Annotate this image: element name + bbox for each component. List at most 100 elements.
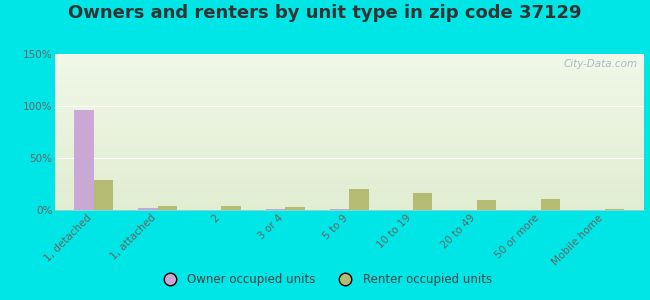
Bar <box>30 78 650 79</box>
Bar <box>30 171 650 172</box>
Bar <box>30 80 650 81</box>
Bar <box>285 207 305 210</box>
Bar <box>30 81 650 82</box>
Bar <box>30 83 650 84</box>
Bar <box>30 176 650 177</box>
Bar <box>30 169 650 170</box>
Bar <box>30 169 650 170</box>
Bar <box>30 56 650 57</box>
Bar <box>350 189 369 210</box>
Bar <box>30 55 650 56</box>
Bar <box>30 74 650 75</box>
Bar <box>30 137 650 138</box>
Bar <box>30 77 650 78</box>
Bar <box>30 152 650 153</box>
Bar <box>30 165 650 166</box>
Bar <box>30 161 650 162</box>
Bar <box>30 181 650 182</box>
Bar <box>30 192 650 193</box>
Bar <box>94 180 113 210</box>
Bar <box>30 119 650 120</box>
Bar <box>30 151 650 152</box>
Bar <box>138 208 157 210</box>
Bar <box>30 105 650 106</box>
Bar <box>30 157 650 158</box>
Bar <box>30 145 650 146</box>
Bar <box>30 69 650 70</box>
Bar <box>30 96 650 97</box>
Bar <box>30 159 650 160</box>
Bar <box>30 58 650 59</box>
Bar <box>157 206 177 210</box>
Bar <box>266 209 285 210</box>
Bar <box>30 177 650 178</box>
Bar <box>30 94 650 95</box>
Bar <box>30 126 650 127</box>
Bar <box>30 118 650 119</box>
Bar <box>30 138 650 139</box>
Bar <box>30 184 650 185</box>
Bar <box>30 196 650 197</box>
Bar <box>30 164 650 165</box>
Bar <box>30 130 650 131</box>
Bar <box>30 156 650 157</box>
Bar <box>30 150 650 151</box>
Bar <box>30 71 650 72</box>
Bar <box>30 116 650 117</box>
Bar <box>30 79 650 80</box>
Bar <box>30 100 650 101</box>
Bar <box>30 128 650 129</box>
Bar <box>30 75 650 76</box>
Bar <box>30 188 650 189</box>
Bar <box>30 99 650 100</box>
Bar <box>222 206 240 210</box>
Bar <box>30 93 650 94</box>
Bar <box>30 84 650 85</box>
Bar <box>30 197 650 198</box>
Bar <box>30 115 650 116</box>
Bar <box>30 82 650 83</box>
Bar <box>30 183 650 184</box>
Bar <box>330 209 350 210</box>
Bar <box>30 91 650 92</box>
Bar <box>30 182 650 183</box>
Bar <box>30 85 650 86</box>
Bar <box>477 200 497 210</box>
Bar <box>30 134 650 135</box>
Bar <box>30 108 650 109</box>
Bar <box>30 163 650 164</box>
Bar <box>30 112 650 113</box>
Bar <box>30 62 650 63</box>
Bar <box>30 186 650 187</box>
Bar <box>30 142 650 143</box>
Bar <box>30 106 650 107</box>
Bar <box>30 66 650 67</box>
Bar <box>30 89 650 90</box>
Bar <box>30 174 650 175</box>
Bar <box>30 131 650 132</box>
Bar <box>30 166 650 167</box>
Bar <box>75 110 94 210</box>
Bar <box>30 133 650 134</box>
Bar <box>30 193 650 194</box>
Bar <box>30 204 650 205</box>
Bar <box>30 205 650 206</box>
Bar <box>30 117 650 118</box>
Bar <box>30 54 650 55</box>
Bar <box>30 172 650 173</box>
Bar <box>30 178 650 179</box>
Bar <box>30 72 650 73</box>
Bar <box>30 57 650 58</box>
Bar <box>30 88 650 89</box>
Bar <box>30 86 650 87</box>
Bar <box>30 132 650 133</box>
Bar <box>30 162 650 163</box>
Bar <box>30 185 650 186</box>
Bar <box>30 63 650 64</box>
Bar <box>30 97 650 98</box>
Bar <box>30 65 650 66</box>
Bar <box>30 207 650 208</box>
Bar <box>30 173 650 174</box>
Bar <box>30 90 650 91</box>
Text: Owners and renters by unit type in zip code 37129: Owners and renters by unit type in zip c… <box>68 4 582 22</box>
